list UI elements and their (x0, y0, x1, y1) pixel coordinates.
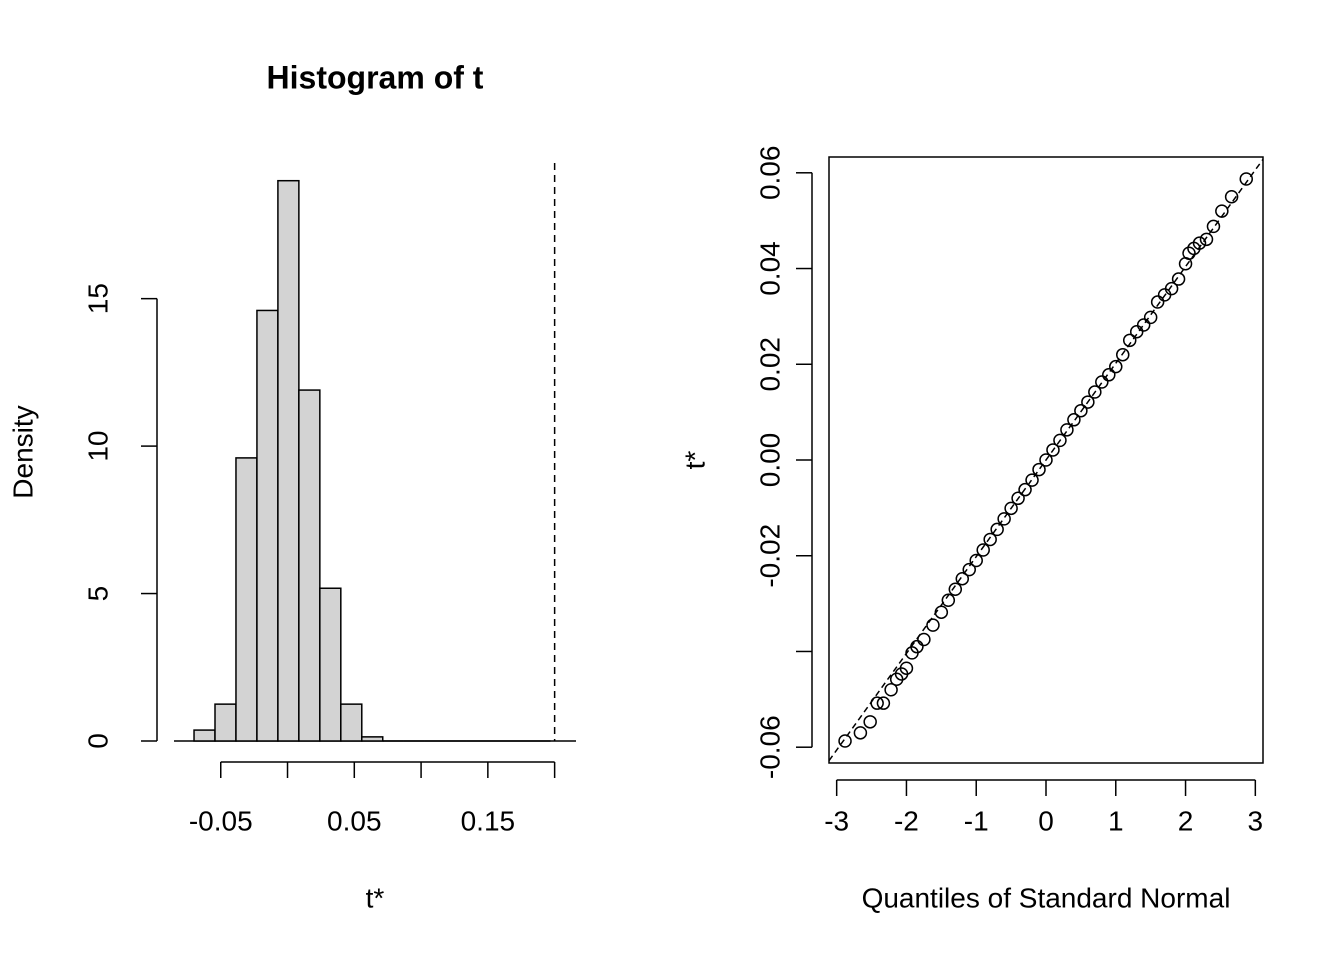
point (1136, 318, 1151, 332)
bar (361, 736, 384, 742)
point (1116, 347, 1130, 362)
bar (298, 389, 321, 742)
x-tick-label: -2 (894, 805, 919, 836)
x-axis-label: t* (366, 882, 385, 913)
y-tick-label: 10 (82, 431, 113, 462)
bar (340, 703, 363, 742)
x-tick-label: 0.05 (327, 805, 382, 836)
bar (277, 179, 300, 742)
point (899, 661, 914, 675)
point (863, 715, 877, 729)
plot-box (828, 156, 1264, 764)
point (876, 696, 891, 710)
x-tick-label: 0 (1038, 805, 1054, 836)
point (969, 553, 983, 568)
y-tick-label: -0.06 (754, 715, 785, 779)
bar (256, 309, 279, 742)
point (1081, 395, 1095, 409)
y-tick-label: 0.06 (754, 146, 785, 201)
bar (214, 703, 237, 742)
point (884, 683, 898, 697)
point (838, 734, 852, 748)
point (1011, 491, 1025, 506)
point (1215, 204, 1229, 218)
point (997, 512, 1011, 526)
y-axis-label: t* (679, 451, 710, 470)
point (934, 605, 949, 619)
x-tick-label: -0.05 (189, 805, 253, 836)
point (1004, 501, 1018, 516)
x-tick-label: -3 (824, 805, 849, 836)
y-tick-label: 0 (82, 733, 113, 749)
y-tick-label: 0.02 (754, 337, 785, 392)
point (1088, 385, 1102, 399)
point (983, 532, 997, 547)
point (1018, 482, 1032, 497)
point (1067, 413, 1081, 427)
point (1039, 453, 1053, 467)
bar (193, 729, 216, 742)
x-tick-label: 0.15 (461, 805, 516, 836)
point (1122, 333, 1137, 348)
y-tick-label: 0.00 (754, 433, 785, 488)
point (1206, 219, 1221, 234)
y-tick-label: -0.02 (754, 524, 785, 588)
point (926, 618, 940, 632)
x-tick-label: 2 (1178, 805, 1194, 836)
point (1182, 246, 1196, 260)
point (1095, 375, 1109, 389)
x-axis-label: Quantiles of Standard Normal (862, 882, 1231, 913)
reference-line (828, 158, 1264, 762)
y-tick-label: 5 (82, 586, 113, 602)
point (1199, 232, 1214, 247)
bar (319, 587, 342, 742)
point (948, 582, 963, 596)
point (1239, 172, 1254, 186)
point (962, 562, 976, 577)
point (976, 543, 990, 557)
point (1102, 368, 1116, 382)
point (1150, 295, 1165, 309)
x-tick-label: 3 (1248, 805, 1264, 836)
point (1129, 324, 1144, 339)
point (910, 639, 924, 654)
point (870, 696, 884, 710)
point (1109, 359, 1123, 374)
point (1032, 462, 1046, 477)
point (917, 632, 931, 647)
point (955, 571, 970, 586)
point (853, 726, 868, 740)
chart-title: Histogram of t (267, 59, 484, 95)
point (1046, 443, 1060, 457)
x-tick-label: -1 (964, 805, 989, 836)
point (1060, 423, 1074, 437)
point (1143, 310, 1158, 325)
point (1025, 473, 1039, 487)
point (1224, 189, 1239, 204)
point (1171, 272, 1186, 286)
point (990, 522, 1004, 537)
point (941, 593, 956, 608)
point (1053, 433, 1067, 448)
y-tick-label: 15 (82, 283, 113, 314)
y-axis-label: Density (7, 405, 38, 498)
bar (235, 457, 258, 742)
point (1164, 281, 1179, 296)
x-tick-label: 1 (1108, 805, 1124, 836)
point (1074, 403, 1088, 418)
point (1192, 236, 1207, 250)
y-tick-label: 0.04 (754, 241, 785, 296)
